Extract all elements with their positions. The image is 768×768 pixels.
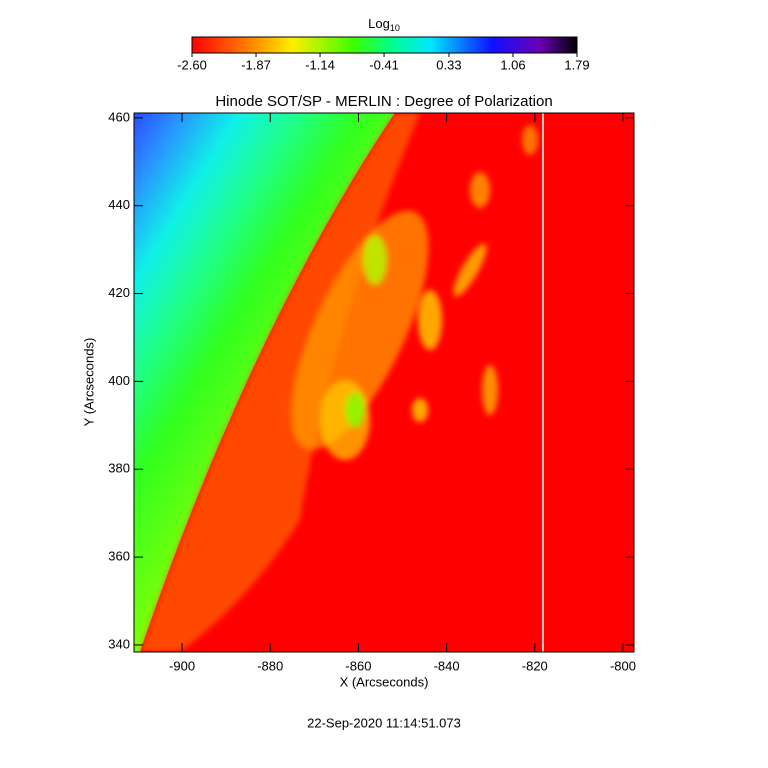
colorbar <box>191 36 578 54</box>
y-tick-label: 360 <box>108 549 130 564</box>
colorbar-tick-label: 0.33 <box>436 57 461 72</box>
colorbar-tick-label: -2.60 <box>177 57 207 72</box>
colorbar-tick-label: 1.79 <box>564 57 589 72</box>
colorbar-label-subscript: 10 <box>390 23 400 33</box>
x-tick-label: -880 <box>257 658 283 673</box>
y-tick-label: 340 <box>108 636 130 651</box>
polarization-patches <box>140 113 538 652</box>
plot-frame <box>133 112 635 653</box>
x-tick-label: -800 <box>610 658 636 673</box>
timestamp: 22-Sep-2020 11:14:51.073 <box>307 715 461 730</box>
y-tick-label: 400 <box>108 373 130 388</box>
colorbar-label: Log10 <box>368 16 400 33</box>
colorbar-tick-label: 1.06 <box>500 57 525 72</box>
y-tick-label: 460 <box>108 109 130 124</box>
y-tick-label: 420 <box>108 285 130 300</box>
x-axis-label: X (Arcseconds) <box>340 674 429 689</box>
y-axis-label: Y (Arcseconds) <box>81 338 96 427</box>
colorbar-tick-label: -0.41 <box>369 57 399 72</box>
off-limb-region <box>134 113 395 652</box>
colorbar-tick-label: -1.14 <box>305 57 335 72</box>
x-tick-label: -840 <box>434 658 460 673</box>
x-tick-label: -820 <box>522 658 548 673</box>
y-tick-label: 380 <box>108 461 130 476</box>
chart-title: Hinode SOT/SP - MERLIN : Degree of Polar… <box>215 93 552 110</box>
y-tick-label: 440 <box>108 197 130 212</box>
x-tick-label: -860 <box>345 658 371 673</box>
x-tick-label: -900 <box>169 658 195 673</box>
colorbar-tick-label: -1.87 <box>241 57 271 72</box>
colorbar-label-base: Log <box>368 16 390 31</box>
image <box>134 113 634 652</box>
